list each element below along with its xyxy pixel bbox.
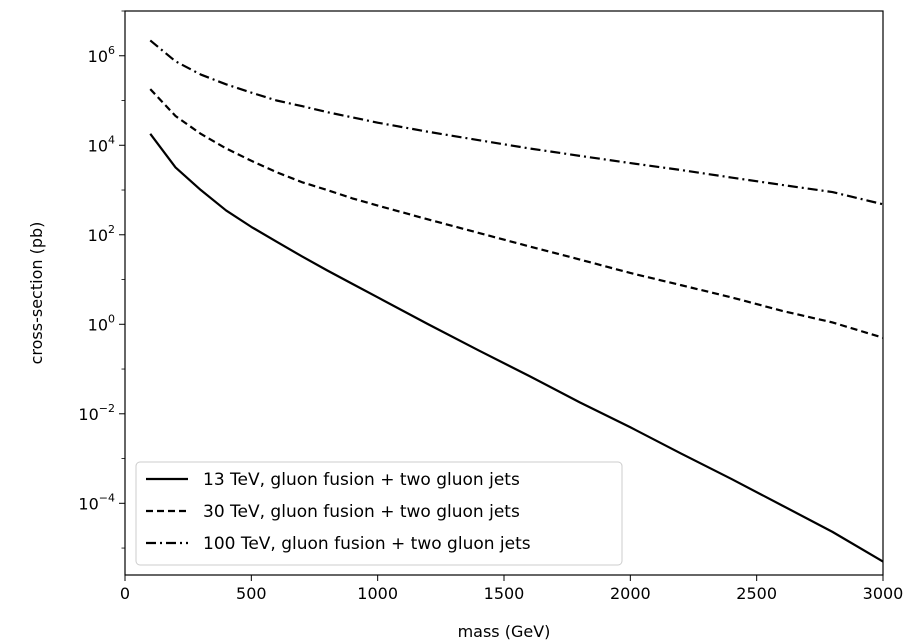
- x-tick-label: 2500: [736, 584, 777, 603]
- y-tick-label: 104: [88, 133, 115, 155]
- x-tick-label: 1000: [357, 584, 398, 603]
- legend-label-2: 30 TeV, gluon fusion + two gluon jets: [203, 502, 520, 522]
- y-tick-exponent: −2: [99, 402, 115, 415]
- x-tick-label: 1500: [484, 584, 525, 603]
- y-tick-base: 10: [88, 226, 108, 245]
- legend-label-1: 13 TeV, gluon fusion + two gluon jets: [203, 470, 520, 490]
- y-axis-label: cross-section (pb): [27, 222, 46, 365]
- y-tick-label: 106: [88, 44, 115, 66]
- y-tick-label: 102: [88, 223, 115, 245]
- series-line-1: [149, 133, 884, 563]
- y-tick-exponent: 2: [108, 223, 115, 236]
- legend-entries: 13 TeV, gluon fusion + two gluon jets 30 …: [146, 470, 531, 554]
- y-tick-label: 100: [88, 312, 115, 334]
- x-tick-label: 2000: [610, 584, 651, 603]
- series-line-2: [149, 88, 884, 339]
- y-tick-base: 10: [78, 494, 98, 513]
- legend-label-3: 100 TeV, gluon fusion + two gluon jets: [203, 534, 531, 554]
- axes-layer: 0 500 1000 1500 2000 2500 300010610410210010−2…: [78, 10, 904, 603]
- x-tick-label: 0: [120, 584, 130, 603]
- x-axis-label: mass (GeV): [458, 622, 551, 641]
- y-tick-exponent: 4: [108, 133, 115, 146]
- legend: 13 TeV, gluon fusion + two gluon jets 30 …: [135, 461, 623, 566]
- y-tick-label: 10−4: [78, 491, 115, 513]
- y-tick-label: 10−2: [78, 402, 115, 424]
- series-line-3: [149, 39, 884, 206]
- y-tick-exponent: −4: [99, 491, 115, 504]
- legend-box: [135, 461, 623, 566]
- x-tick-label: 3000: [863, 584, 904, 603]
- x-tick-label: 500: [236, 584, 267, 603]
- y-tick-exponent: 0: [108, 312, 115, 325]
- y-tick-base: 10: [88, 47, 108, 66]
- y-tick-base: 10: [88, 136, 108, 155]
- series-layer: [149, 39, 884, 563]
- y-tick-exponent: 6: [108, 44, 115, 57]
- y-tick-base: 10: [78, 405, 98, 424]
- y-tick-base: 10: [88, 315, 108, 334]
